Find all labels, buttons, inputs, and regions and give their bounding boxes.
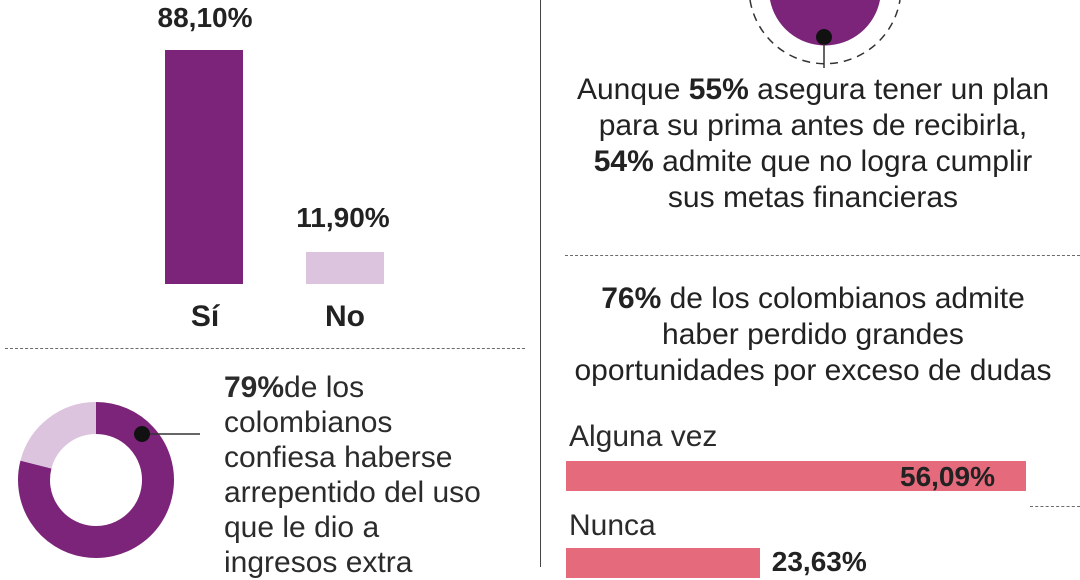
plan-text: Aunque 55% asegura tener un plan para su…	[576, 73, 1050, 214]
bar-chart-si-no: 88,10% 11,90% Sí No	[0, 0, 540, 345]
donut-connector-line	[150, 433, 200, 435]
donut-caption-line: arrepentido del uso	[224, 476, 481, 509]
bar-value-label: 88,10%	[157, 2, 253, 33]
pointer-dot	[816, 29, 832, 45]
top-circle-graphic	[749, 0, 901, 68]
donut-marker-dot	[134, 426, 150, 442]
donut-highlight: 79%	[224, 371, 285, 404]
bar-value-label: 11,90%	[296, 202, 390, 234]
divider-left	[5, 348, 525, 349]
doubts-text: 76% de los colombianos admite haber perd…	[574, 282, 1052, 387]
hbar-value-label: 56,09%	[900, 461, 995, 492]
donut-slice	[20, 402, 97, 470]
hbar-chart: Alguna vez 56,09% Nunca 23,63%	[566, 420, 1080, 578]
dashed-ring	[749, 0, 901, 65]
category-label: No	[325, 300, 365, 333]
donut-caption-line: que le dio a	[224, 511, 380, 544]
hbar-category-label: Nunca	[569, 509, 656, 542]
dashed-separator	[1030, 506, 1080, 507]
donut-caption: 79%de los colombianos confiesa haberse a…	[224, 370, 534, 580]
divider-right	[565, 255, 1080, 256]
donut-caption-line: confiesa haberse	[224, 441, 453, 474]
hbar-alguna-vez	[566, 461, 1026, 491]
donut-caption-line: de los	[284, 371, 365, 404]
donut-caption-line: colombianos	[224, 406, 393, 439]
category-label: Sí	[190, 300, 220, 333]
hbar-value-label: 23,63%	[771, 546, 867, 577]
donut-chart	[18, 402, 200, 558]
bar-no	[306, 252, 384, 284]
bar-si	[165, 50, 243, 284]
purple-circle	[770, 0, 880, 46]
center-divider	[540, 0, 541, 567]
hbar-category-label: Alguna vez	[569, 420, 718, 453]
hbar-nunca	[566, 548, 760, 578]
